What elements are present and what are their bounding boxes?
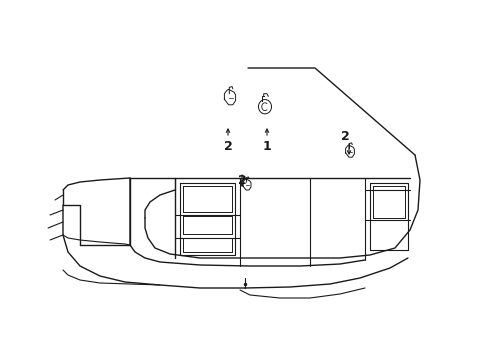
Text: 2: 2: [237, 174, 246, 187]
Text: 2: 2: [340, 130, 348, 143]
Text: 2: 2: [223, 140, 232, 153]
Text: 1: 1: [262, 140, 271, 153]
